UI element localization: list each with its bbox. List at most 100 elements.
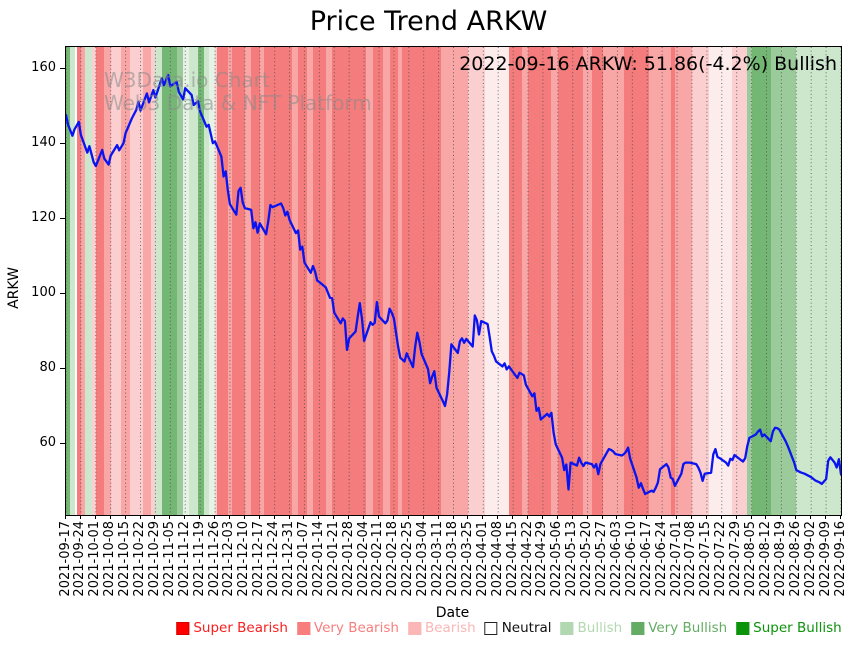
sentiment-band-bullish (189, 47, 198, 515)
legend-item-very-bearish: Very Bearish (296, 620, 399, 636)
x-tick-mark (541, 515, 543, 519)
legend-swatch-icon (484, 621, 498, 635)
last-price-annotation: 2022-09-16 ARKW: 51.86(-4.2%) Bullish (459, 53, 837, 75)
x-tick-label-2021-10-29: 2021-10-29 (146, 521, 162, 597)
x-tick-mark (407, 515, 409, 519)
x-tick-label-2021-12-31: 2021-12-31 (281, 521, 297, 597)
x-tick-label-2021-12-24: 2021-12-24 (266, 521, 282, 597)
sentiment-band-bullish-medium (176, 47, 184, 515)
sentiment-band-bearish (366, 47, 373, 515)
sentiment-band-bearish (521, 47, 528, 515)
legend-swatch-icon (631, 621, 645, 635)
sentiment-band-very-bullish (66, 47, 71, 515)
x-tick-label-2022-01-21: 2022-01-21 (325, 521, 341, 597)
sentiment-band-very-bullish (751, 47, 771, 515)
x-tick-label-2022-06-17: 2022-06-17 (638, 521, 654, 597)
x-tick-mark (79, 515, 81, 519)
x-tick-mark (750, 515, 752, 519)
sentiment-legend: Super Bearish Very Bearish Bearish Neutral B… (176, 620, 842, 636)
x-tick-mark (139, 515, 141, 519)
x-tick-mark (169, 515, 171, 519)
x-tick-mark (616, 515, 618, 519)
sentiment-band-bullish (204, 47, 209, 515)
x-tick-mark (765, 515, 767, 519)
x-tick-mark (124, 515, 126, 519)
x-tick-mark (65, 515, 66, 519)
x-tick-mark (199, 515, 201, 519)
x-tick-label-2021-11-26: 2021-11-26 (206, 521, 222, 597)
sentiment-band-neutral (74, 47, 77, 515)
legend-swatch-icon (560, 621, 574, 635)
legend-label: Bullish (577, 620, 623, 636)
sentiment-band-bearish (80, 47, 86, 515)
x-tick-label-2022-01-28: 2022-01-28 (340, 521, 356, 597)
sentiment-band-very-bearish (557, 47, 584, 515)
legend-label: Neutral (501, 620, 552, 636)
sentiment-band-bearish-light (468, 47, 486, 515)
sentiment-band-bearish (602, 47, 624, 515)
sentiment-band-bullish-medium (747, 47, 752, 515)
x-tick-mark (184, 515, 186, 519)
x-tick-label-2022-08-05: 2022-08-05 (743, 521, 759, 597)
x-tick-label-2021-10-01: 2021-10-01 (87, 521, 103, 597)
x-tick-label-2022-09-02: 2022-09-02 (802, 521, 818, 597)
sentiment-band-very-bearish (298, 47, 307, 515)
plot-area: W3Data.io Chart Web3 Data & NFT Platform… (65, 46, 842, 516)
x-tick-mark (795, 515, 797, 519)
price-line-ARKW (66, 73, 841, 496)
x-tick-label-2022-07-01: 2022-07-01 (668, 521, 684, 597)
x-tick-label-2021-11-12: 2021-11-12 (176, 521, 192, 597)
y-tick-label-160: 160 (31, 60, 56, 76)
x-tick-label-2022-07-15: 2022-07-15 (698, 521, 714, 597)
x-tick-mark (377, 515, 379, 519)
sentiment-band-very-bearish (591, 47, 603, 515)
x-tick-label-2022-02-18: 2022-02-18 (385, 521, 401, 597)
x-tick-mark (840, 515, 841, 519)
x-tick-mark (512, 515, 514, 519)
y-tick-mark (60, 293, 65, 295)
sentiment-band-bullish (796, 47, 841, 515)
sentiment-band-bearish (649, 47, 671, 515)
x-tick-mark (527, 515, 529, 519)
x-tick-label-2022-04-08: 2022-04-08 (489, 521, 505, 597)
x-tick-label-2022-08-12: 2022-08-12 (757, 521, 773, 597)
legend-label: Very Bullish (648, 620, 728, 636)
x-tick-label-2021-12-03: 2021-12-03 (221, 521, 237, 597)
sentiment-band-bullish-faint (208, 47, 216, 515)
x-tick-label-2022-04-22: 2022-04-22 (519, 521, 535, 597)
x-tick-mark (109, 515, 111, 519)
x-tick-label-2022-03-25: 2022-03-25 (459, 521, 475, 597)
sentiment-band-bearish (440, 47, 469, 515)
x-tick-label-2022-09-16: 2022-09-16 (832, 521, 848, 597)
sentiment-band-bearish (142, 47, 152, 515)
x-tick-mark (288, 515, 290, 519)
x-tick-mark (705, 515, 707, 519)
y-tick-label-120: 120 (31, 210, 56, 226)
sentiment-band-very-bullish (161, 47, 177, 515)
x-tick-label-2022-05-06: 2022-05-06 (549, 521, 565, 597)
x-tick-mark (94, 515, 96, 519)
sentiment-band-bearish (306, 47, 313, 515)
sentiment-band-bearish (325, 47, 333, 515)
x-tick-mark (258, 515, 260, 519)
x-tick-label-2022-07-22: 2022-07-22 (713, 521, 729, 597)
sentiment-band-bearish (383, 47, 390, 515)
x-tick-mark (348, 515, 350, 519)
legend-item-super-bearish: Super Bearish (176, 620, 288, 636)
legend-item-super-bullish: Super Bullish (736, 620, 842, 636)
x-tick-label-2022-03-04: 2022-03-04 (415, 521, 431, 597)
sentiment-band-bearish (398, 47, 403, 515)
x-tick-mark (363, 515, 365, 519)
x-tick-label-2021-12-17: 2021-12-17 (251, 521, 267, 597)
x-tick-label-2022-08-26: 2022-08-26 (787, 521, 803, 597)
x-tick-mark (154, 515, 156, 519)
sentiment-band-very-bearish (232, 47, 245, 515)
x-tick-mark (601, 515, 603, 519)
sentiment-band-very-bearish (95, 47, 105, 515)
legend-label: Bearish (424, 620, 476, 636)
x-tick-mark (571, 515, 573, 519)
sentiment-band-bearish (259, 47, 264, 515)
sentiment-band-bearish-light (129, 47, 143, 515)
x-tick-label-2022-04-01: 2022-04-01 (474, 521, 490, 597)
